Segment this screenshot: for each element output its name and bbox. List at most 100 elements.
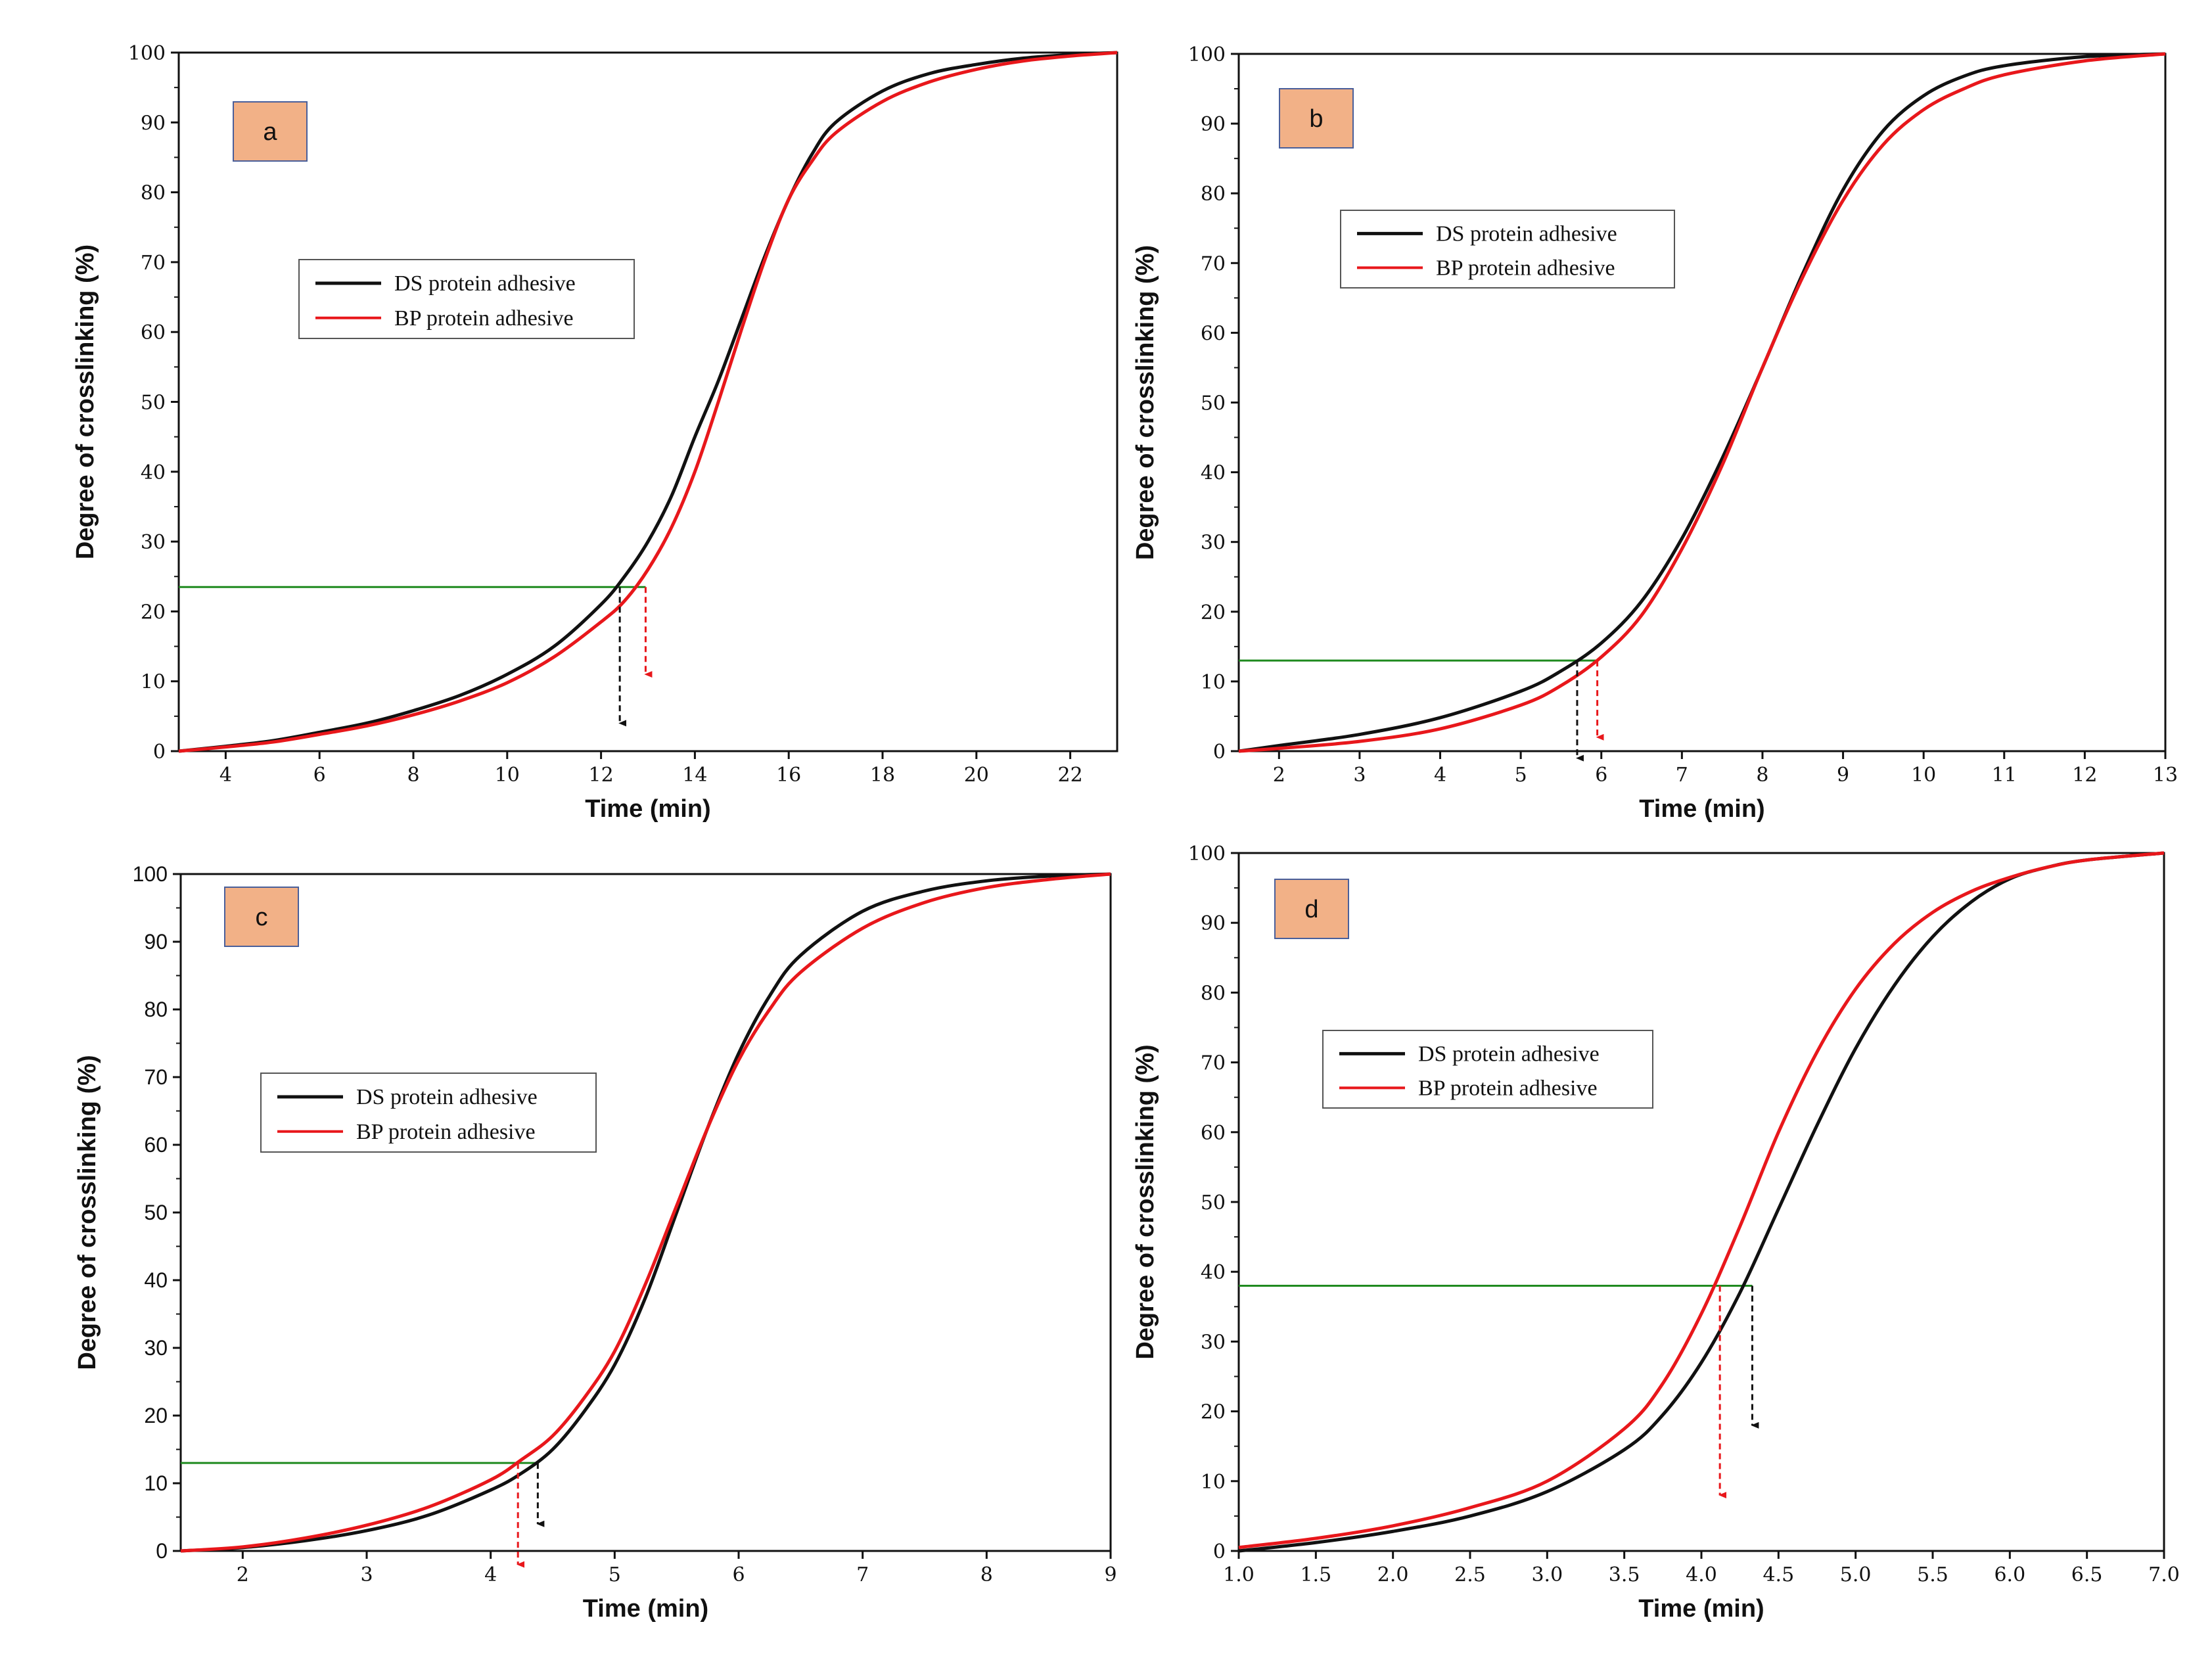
legend-label-ds: DS protein adhesive [1418,1042,1600,1066]
x-tick-label: 6 [313,764,326,787]
y-tick-label: 60 [1201,1122,1226,1145]
y-axis-title: Degree of crosslinking (%) [1132,245,1159,560]
y-tick-label: 40 [1201,1261,1226,1284]
series-bp-line [180,872,1111,1553]
panel-label-box [233,101,308,162]
legend: DS protein adhesive BP protein adhesive [260,1073,597,1153]
y-tick-label: 90 [1201,912,1226,935]
legend-box [260,1073,597,1153]
x-tick-label: 9 [1837,764,1849,787]
series-bp-line [178,51,1118,753]
y-axis-title: Degree of crosslinking (%) [74,1055,101,1370]
legend: DS protein adhesive BP protein adhesive [298,259,635,339]
x-tick-label: 6.0 [1994,1563,2025,1586]
legend-label-bp: BP protein adhesive [1418,1076,1598,1100]
y-tick-label: 70 [144,1065,168,1089]
x-tick-label: 10 [1911,764,1936,787]
panel-label: d [1304,896,1318,923]
y-axis-title: Degree of crosslinking (%) [72,244,99,559]
panel-label-box [1279,88,1354,149]
plot-frame [1237,53,2167,752]
x-tick-label: 7 [856,1563,869,1586]
x-tick-label: 5 [1515,764,1527,787]
y-tick-label: 80 [1201,982,1226,1005]
panel-label: a [263,118,277,146]
y-tick-label: 80 [141,182,166,205]
panel-a: a Time (min) Degree of crosslinking (%) … [72,42,1118,823]
x-tick-label: 20 [964,764,989,787]
y-tick-label: 20 [1201,1401,1226,1424]
x-tick-label: 22 [1058,764,1083,787]
series-ds-line [1238,851,2165,1553]
y-tick-label: 90 [141,112,166,135]
y-tick-label: 60 [1201,322,1226,345]
x-tick-label: 4 [484,1563,497,1586]
y-axis-title: Degree of crosslinking (%) [1132,1044,1159,1359]
y-tick-label: 100 [128,42,166,65]
y-tick-label: 50 [1201,392,1226,415]
legend: DS protein adhesive BP protein adhesive [1322,1030,1653,1109]
x-tick-label: 2 [237,1563,249,1586]
y-tick-label: 10 [144,1471,168,1495]
y-tick-label: 20 [144,1404,168,1427]
y-tick-label: 70 [141,252,166,275]
x-tick-label: 6 [1595,764,1607,787]
x-tick-label: 5 [609,1563,621,1586]
y-tick-label: 40 [1201,462,1226,485]
series-ds-line [1238,52,2166,753]
panel-label: b [1309,105,1323,133]
x-tick-label: 3.0 [1531,1563,1563,1586]
plot-frame [1237,852,2165,1552]
y-tick-label: 70 [1201,1052,1226,1075]
x-tick-label: 14 [682,764,707,787]
x-tick-label: 6 [732,1563,745,1586]
x-tick-label: 4 [1434,764,1446,787]
y-tick-label: 70 [1201,252,1226,275]
x-tick-label: 8 [407,764,419,787]
y-tick-label: 0 [153,741,166,764]
y-tick-label: 30 [1201,532,1226,555]
y-tick-label: 20 [1201,601,1226,624]
x-tick-label: 12 [2072,764,2097,787]
x-tick-label: 3.5 [1609,1563,1640,1586]
x-tick-label: 4 [219,764,232,787]
y-tick-label: 100 [1188,43,1226,66]
panel-label: c [256,904,268,931]
y-tick-label: 100 [133,862,168,886]
x-tick-label: 6.5 [2071,1563,2103,1586]
y-tick-label: 0 [156,1539,168,1563]
x-tick-label: 1.0 [1223,1563,1255,1586]
y-tick-label: 0 [1213,1540,1226,1563]
y-tick-label: 50 [1201,1191,1226,1214]
x-tick-label: 2.5 [1454,1563,1486,1586]
panel-c: c Time (min) Degree of crosslinking (%) … [74,862,1117,1623]
x-tick-label: 9 [1104,1563,1117,1586]
panel-label-box [224,887,299,947]
legend-label-bp: BP protein adhesive [1436,256,1615,280]
x-tick-label: 7 [1676,764,1688,787]
x-tick-label: 3 [360,1563,373,1586]
y-tick-label: 20 [141,601,166,624]
y-tick-label: 50 [141,392,166,415]
x-tick-label: 1.5 [1300,1563,1331,1586]
legend-label-ds: DS protein adhesive [356,1085,538,1109]
x-axis-title: Time (min) [585,795,710,823]
panel-b: b Time (min) Degree of crosslinking (%) … [1132,43,2178,823]
y-tick-label: 10 [141,671,166,694]
x-axis-title: Time (min) [1638,1595,1764,1623]
y-tick-label: 10 [1201,1471,1226,1494]
y-tick-label: 60 [141,321,166,344]
legend: DS protein adhesive BP protein adhesive [1340,210,1675,289]
x-tick-label: 12 [589,764,614,787]
y-tick-label: 0 [1213,741,1226,764]
y-tick-label: 80 [144,998,168,1021]
legend-label-ds: DS protein adhesive [394,271,576,296]
x-tick-label: 11 [1992,764,2017,787]
legend-box [1340,210,1675,289]
y-tick-label: 40 [141,461,166,484]
x-tick-label: 18 [870,764,895,787]
x-tick-label: 4.0 [1686,1563,1717,1586]
y-tick-label: 60 [144,1133,168,1157]
legend-box [298,259,635,339]
